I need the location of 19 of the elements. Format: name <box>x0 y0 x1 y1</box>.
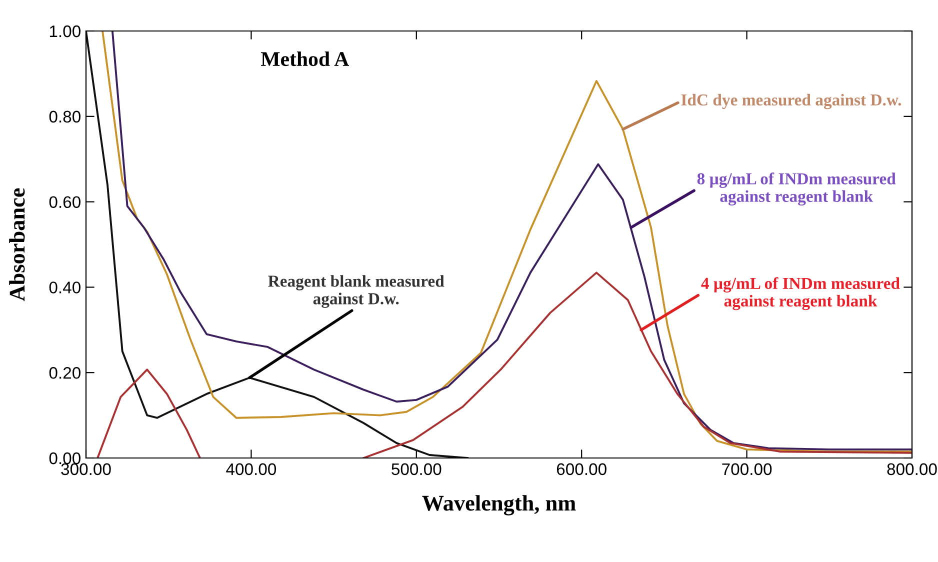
annotation: IdC dye measured against D.w. <box>681 94 902 110</box>
annotation: 8 µg/mL of INDm measured against reagent blank <box>697 172 896 206</box>
y-tick-label: 0.40 <box>49 282 80 294</box>
x-tick-label: 800.00 <box>887 463 937 476</box>
y-tick-label: 0.00 <box>49 452 80 464</box>
y-tick-label: 0.80 <box>49 110 80 123</box>
x-tick-label: 700.00 <box>722 463 772 476</box>
x-axis-title: Wavelength, nm <box>422 495 576 516</box>
x-tick-label: 300.00 <box>61 463 111 476</box>
y-tick-label: 1.00 <box>50 25 80 38</box>
y-axis-title: Absorbance <box>9 188 25 302</box>
text: Method A <box>260 51 350 66</box>
y-tick-label: 0.20 <box>49 367 80 379</box>
annotation: Reagent blank measured against D.w. <box>268 275 444 308</box>
x-tick-label: 500.00 <box>392 463 442 476</box>
x-tick-label: 600.00 <box>556 463 606 476</box>
y-tick-label: 0.60 <box>49 196 80 208</box>
annotation: 4 µg/mL of INDm measured against reagent blank <box>701 277 900 310</box>
x-tick-label: 400.00 <box>226 463 276 476</box>
